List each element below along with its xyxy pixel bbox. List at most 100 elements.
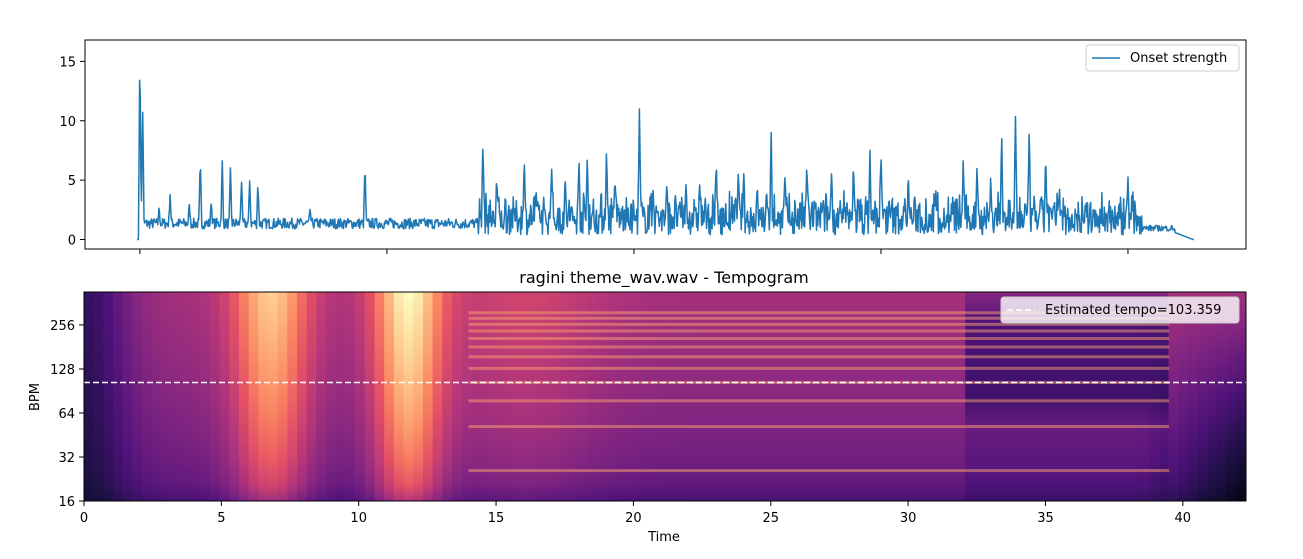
heatmap-column (277, 292, 288, 501)
heatmap-column (1100, 292, 1112, 501)
tempogram-x-tick-label: 10 (350, 511, 367, 526)
heatmap-column (461, 292, 472, 501)
onset-strength-axes: 0 5 10 15 Onset strength (59, 39, 1247, 254)
heatmap-column (819, 292, 831, 501)
heatmap-column (306, 292, 317, 501)
heatmap-column (113, 292, 124, 501)
heatmap-column (345, 292, 356, 501)
heatmap-column (258, 292, 269, 501)
heatmap-column (858, 292, 869, 501)
heatmap-column (229, 292, 240, 501)
heatmap-column (965, 292, 976, 501)
heatmap-column (1042, 292, 1053, 501)
heatmap-column (790, 292, 802, 501)
heatmap-column (1158, 292, 1170, 501)
tempogram-y-tick-label: 16 (58, 495, 75, 510)
heatmap-column (626, 292, 637, 501)
heatmap-column (151, 292, 163, 501)
heatmap-column (403, 292, 414, 501)
heatmap-column (878, 292, 889, 501)
heatmap-column (471, 292, 482, 501)
heatmap-column (771, 292, 782, 501)
tempogram-title: ragini theme_wav.wav - Tempogram (519, 268, 808, 288)
heatmap-column (316, 292, 327, 501)
heatmap-column (190, 292, 201, 501)
heatmap-column (635, 292, 647, 501)
heatmap-column (606, 292, 618, 501)
tempo-harmonic-band (468, 425, 1170, 429)
tempo-harmonic-band (468, 345, 1170, 349)
tempo-harmonic-band (468, 337, 1170, 341)
heatmap-column (684, 292, 695, 501)
heatmap-column (703, 292, 715, 501)
heatmap-column (868, 292, 879, 501)
heatmap-column (732, 292, 744, 501)
heatmap-column (752, 292, 763, 501)
heatmap-column (1013, 292, 1024, 501)
heatmap-column (723, 292, 734, 501)
heatmap-column (297, 292, 308, 501)
onset-y-tick-label: 10 (59, 115, 76, 130)
heatmap-column (1052, 292, 1063, 501)
tempogram-x-tick-label: 15 (488, 511, 505, 526)
tempo-harmonic-band (468, 399, 1170, 403)
heatmap-column (490, 292, 501, 501)
heatmap-column (1207, 292, 1218, 501)
heatmap-column (103, 292, 114, 501)
heatmap-column (287, 292, 298, 501)
heatmap-column (848, 292, 860, 501)
heatmap-column (84, 292, 95, 501)
heatmap-column (209, 292, 221, 501)
heatmap-column (122, 292, 134, 501)
heatmap-column (1168, 292, 1179, 501)
heatmap-column (1216, 292, 1228, 501)
heatmap-column (422, 292, 434, 501)
heatmap-column (335, 292, 347, 501)
heatmap-column (1226, 292, 1237, 501)
heatmap-column (1081, 292, 1092, 501)
heatmap-column (994, 292, 1005, 501)
onset-axes-frame (84, 39, 1247, 250)
onset-y-tick-label: 0 (68, 234, 76, 249)
heatmap-column (645, 292, 656, 501)
onset-legend: Onset strength (1085, 44, 1240, 72)
heatmap-column (916, 292, 928, 501)
heatmap-column (742, 292, 753, 501)
heatmap-column (1178, 292, 1189, 501)
tempo-harmonic-band (468, 311, 1170, 315)
heatmap-column (248, 292, 259, 501)
tempo-harmonic-band (468, 366, 1170, 370)
heatmap-column (539, 292, 550, 501)
heatmap-column (548, 292, 560, 501)
tempogram-x-tick-label: 20 (625, 511, 642, 526)
heatmap-column (1236, 292, 1246, 501)
heatmap-column (393, 292, 405, 501)
y-axis-label: BPM (28, 383, 43, 411)
tempogram-x-tick-label: 30 (900, 511, 917, 526)
heatmap-column (694, 292, 705, 501)
heatmap-column (519, 292, 531, 501)
heatmap-column (810, 292, 821, 501)
tempogram-y-tick-label: 128 (50, 363, 75, 378)
heatmap-column (200, 292, 211, 501)
heatmap-column (713, 292, 724, 501)
onset-legend-box (1085, 44, 1240, 72)
heatmap-column (1197, 292, 1208, 501)
onset-legend-label: Onset strength (1130, 51, 1227, 66)
tempo-harmonic-band (468, 469, 1170, 473)
heatmap-column (142, 292, 153, 501)
heatmap-column (1149, 292, 1160, 501)
heatmap-column (1032, 292, 1044, 501)
tempogram-y-tick-label: 256 (50, 319, 75, 334)
tempogram-x-tick-label: 5 (217, 511, 225, 526)
heatmap-column (238, 292, 250, 501)
heatmap-column (1062, 292, 1073, 501)
heatmap-column (364, 292, 376, 501)
heatmap-column (442, 292, 453, 501)
tempo-harmonic-band (468, 316, 1170, 320)
x-axis-label: Time (647, 530, 680, 545)
onset-y-tick-label: 5 (68, 174, 76, 189)
heatmap-column (374, 292, 385, 501)
heatmap-column (529, 292, 540, 501)
